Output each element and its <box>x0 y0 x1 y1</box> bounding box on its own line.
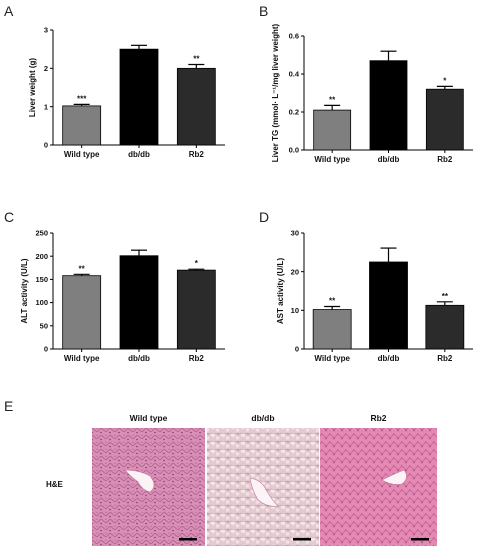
y-tick-label: 30 <box>291 229 299 238</box>
significance-label: ** <box>329 296 336 305</box>
significance-label: *** <box>77 94 87 103</box>
panel-d-ast-activity: D 0 10 20 30 AST activity (U/L) ** Wild type db/… <box>259 209 473 363</box>
panel-b-liver-tg: B 0.0 0.2 0.4 0.6 Liver TG (mmol· L⁻¹/mg live… <box>259 3 473 164</box>
bar <box>176 67 216 146</box>
y-tick-label: 200 <box>35 252 48 261</box>
significance-label: ** <box>79 264 86 273</box>
x-tick-label: Wild type <box>314 155 350 164</box>
histology-column-title: Rb2 <box>370 413 386 423</box>
bar <box>119 48 159 146</box>
y-axis-label: AST activity (U/L) <box>276 258 285 325</box>
y-tick-label: 20 <box>291 267 299 276</box>
bar <box>119 255 159 350</box>
x-tick-label: Wild type <box>64 150 100 159</box>
x-tick-label: Rb2 <box>437 155 453 164</box>
y-tick-label: 0 <box>44 345 48 354</box>
central-vein <box>249 477 279 507</box>
y-tick-label: 150 <box>35 275 48 284</box>
significance-label: * <box>443 76 447 85</box>
panel-c-alt-activity: C 0 50 100 150 200 250 ALT activity (U/L) ** Wild… <box>4 209 225 363</box>
bar <box>62 275 102 350</box>
histology-texture <box>320 428 437 546</box>
bar <box>312 309 352 350</box>
panel-letter: B <box>259 3 268 19</box>
panel-letter: D <box>259 209 269 225</box>
central-vein <box>381 469 407 485</box>
y-tick-label: 10 <box>291 306 299 315</box>
panel-letter: A <box>4 3 14 19</box>
y-tick-label: 0.0 <box>289 146 299 155</box>
y-tick-label: 250 <box>35 229 48 238</box>
x-tick-label: Wild type <box>64 354 100 363</box>
central-vein <box>124 469 155 493</box>
y-tick-label: 50 <box>40 321 48 330</box>
significance-label: * <box>195 259 199 268</box>
x-tick-label: db/db <box>128 354 150 363</box>
row-label: H&E <box>46 480 64 489</box>
y-tick-label: 100 <box>35 298 48 307</box>
bar <box>369 60 408 151</box>
y-tick-label: 0.6 <box>289 32 299 41</box>
y-tick-label: 0 <box>295 345 299 354</box>
y-tick-label: 0 <box>44 141 48 150</box>
x-tick-label: db/db <box>128 150 150 159</box>
y-tick-label: 0.4 <box>289 70 300 79</box>
y-tick-label: 0.2 <box>289 108 299 117</box>
y-tick-label: 2 <box>44 64 48 73</box>
panel-a-liver-weight: A 0 1 2 3 Liver weight (g) *** Wild type db/db **… <box>4 3 225 159</box>
y-axis-label: Liver weight (g) <box>28 58 37 117</box>
y-axis-label: Liver TG (mmol· L⁻¹/mg liver weight) <box>271 23 280 162</box>
significance-label: ** <box>329 95 336 104</box>
x-tick-label: db/db <box>378 155 400 164</box>
x-tick-label: db/db <box>378 354 400 363</box>
x-tick-label: Rb2 <box>189 150 205 159</box>
histology-column-title: db/db <box>251 413 274 423</box>
histology-column-title: Wild type <box>130 413 168 423</box>
y-tick-label: 3 <box>44 26 48 35</box>
bar <box>62 105 102 146</box>
bar <box>369 261 408 350</box>
bar <box>176 269 216 350</box>
scale-bar <box>411 538 429 541</box>
y-tick-label: 1 <box>44 102 48 111</box>
bar <box>313 109 352 151</box>
scale-bar <box>293 538 311 541</box>
significance-label: ** <box>193 55 200 64</box>
scale-bar <box>179 538 197 541</box>
bar <box>425 88 464 151</box>
panel-letter: E <box>4 398 13 414</box>
x-tick-label: Rb2 <box>189 354 205 363</box>
x-tick-label: Wild type <box>314 354 350 363</box>
x-tick-label: Rb2 <box>437 354 453 363</box>
panel-letter: C <box>4 209 14 225</box>
significance-label: ** <box>442 292 449 301</box>
panel-e-histology: E H&E Wild type db/db Rb2 <box>4 398 437 546</box>
y-axis-label: ALT activity (U/L) <box>20 258 29 324</box>
bar <box>425 304 465 350</box>
